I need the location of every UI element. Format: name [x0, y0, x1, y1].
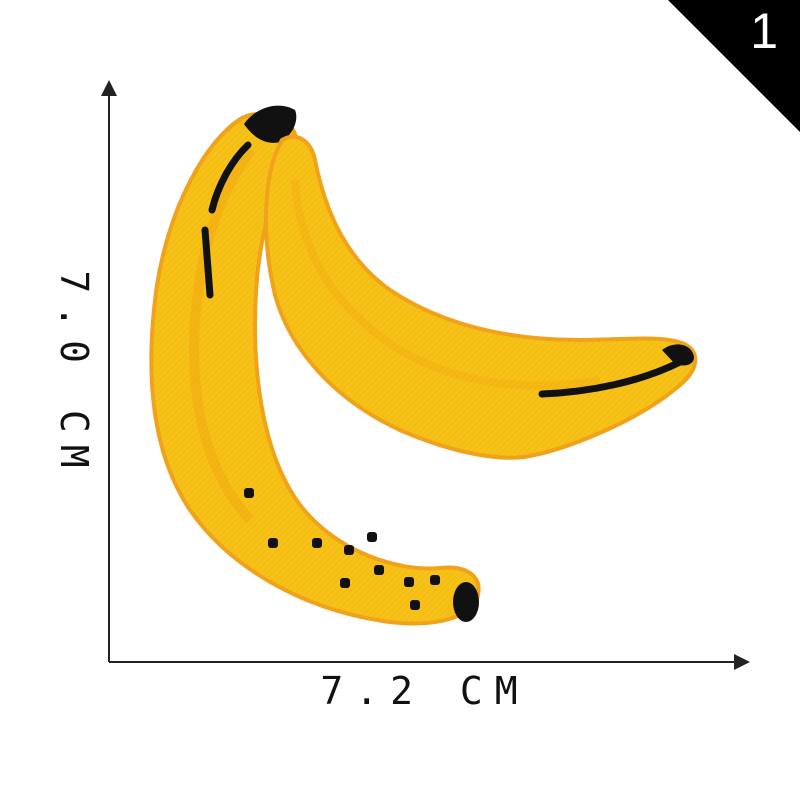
width-measurement-label: 7.2 CM	[320, 669, 530, 713]
corner-triangle-badge	[668, 0, 800, 132]
banana-right-ridge	[538, 358, 684, 398]
banana-left-stem-tip	[244, 105, 297, 143]
banana-left-end-tip	[453, 582, 479, 622]
banana-left-ridge	[208, 141, 252, 214]
banana-right-end-tip	[662, 344, 694, 366]
image-number-label: 1	[750, 3, 778, 59]
banana-spots	[244, 488, 440, 610]
right-banana	[263, 134, 698, 460]
height-measurement-label: 7.0 CM	[52, 270, 96, 480]
left-banana	[149, 105, 481, 626]
